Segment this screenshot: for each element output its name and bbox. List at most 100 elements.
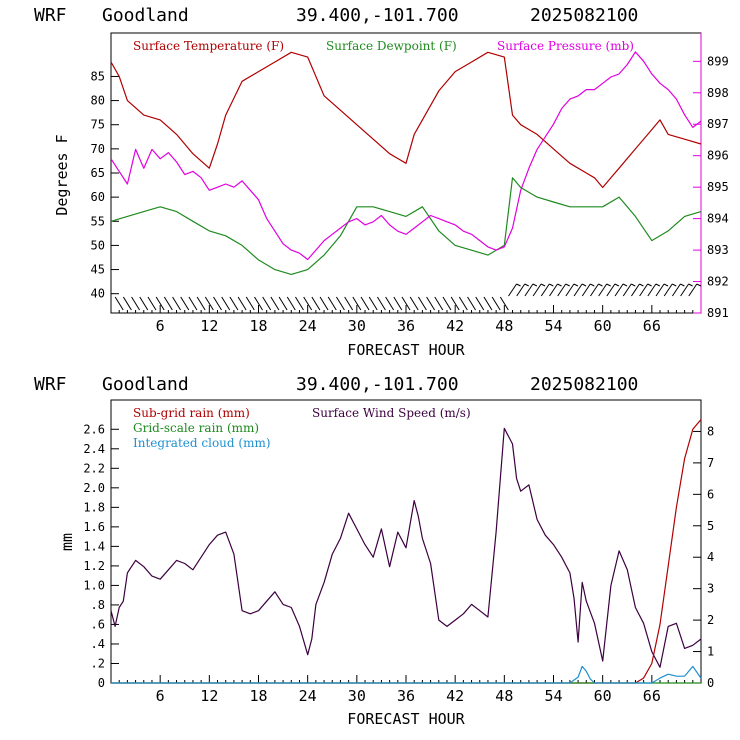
wind-barb (352, 296, 362, 311)
top-y-tick-label: 40 (91, 287, 105, 301)
wind-barb (622, 283, 632, 297)
wind-barb-flag (622, 283, 628, 287)
top-x-tick-label: 6 (156, 317, 165, 335)
top-x-tick-label: 48 (495, 317, 513, 335)
wind-barb-flag (573, 283, 579, 287)
wind-barb (114, 296, 124, 311)
wind-barb-flag (680, 283, 685, 287)
top-y-tick-label: 55 (91, 214, 105, 228)
wind-barb (385, 296, 395, 311)
wind-barb-flag (639, 283, 644, 287)
wind-barb (426, 296, 436, 311)
bottom-x-tick-label: 6 (156, 687, 165, 705)
wind-barb (499, 296, 509, 311)
wind-barb (393, 296, 403, 311)
wind-barb (131, 296, 141, 311)
top-x-tick-label: 30 (348, 317, 366, 335)
bottom-x-tick-label: 60 (594, 687, 612, 705)
bottom-y-tick-label: .4 (91, 637, 105, 651)
bottom-y-axis-label: mm (58, 533, 76, 551)
wind-barb-flag (516, 283, 521, 287)
bottom-x-axis-label: FORECAST HOUR (347, 710, 465, 728)
wind-barb (516, 283, 526, 297)
wind-barb (147, 296, 157, 311)
wind-barb (376, 296, 386, 311)
wind-barb-flag (655, 283, 661, 287)
bottom-y2-tick-label: 0 (707, 676, 714, 690)
legend-integrated-cloud: Integrated cloud (mm) (133, 436, 271, 450)
wind-barb (327, 296, 337, 311)
top-header-model: WRF (34, 5, 67, 26)
bottom-x-tick-label: 12 (200, 687, 218, 705)
bottom-y2-tick-label: 6 (707, 487, 714, 501)
wind-barb (262, 296, 272, 311)
top-y2-tick-label: 894 (707, 212, 729, 226)
wind-barb-flag (557, 283, 562, 287)
top-plot-frame (110, 32, 702, 314)
wind-barb (467, 296, 476, 311)
bottom-x-tick-label: 42 (446, 687, 464, 705)
wind-barb (590, 283, 599, 297)
wind-barb (401, 296, 411, 311)
top-y-tick-label: 65 (91, 166, 105, 180)
bottom-x-tick-label: 18 (249, 687, 267, 705)
wind-barb (606, 283, 616, 297)
wind-barb (680, 283, 690, 297)
top-header-run: 2025082100 (530, 5, 638, 26)
top-x-axis-label: FORECAST HOUR (347, 341, 465, 359)
wind-barb (172, 296, 181, 311)
top-header: WRF Goodland 39.400,-101.700 2025082100 (34, 5, 638, 26)
bottom-y-tick-label: 2.6 (83, 422, 105, 436)
bottom-series (110, 419, 702, 684)
wind-barb-flag (606, 283, 611, 287)
bottom-ticks: 6 12 18 24 30 36 42 48 54 60 660.2.4.6.81.01.21.41… (83, 422, 714, 705)
top-y2-tick-label: 896 (707, 149, 729, 163)
top-series (110, 51, 702, 275)
bottom-header: WRF Goodland 39.400,-101.700 2025082100 (34, 374, 638, 395)
wind-barb-flag (581, 283, 587, 287)
bottom-y-tick-label: 2.4 (83, 442, 105, 456)
wind-barb (360, 296, 370, 311)
wind-barb-flag (540, 283, 546, 287)
bottom-y-tick-label: 2.2 (83, 461, 105, 475)
wind-barb (204, 296, 214, 311)
wind-barb (540, 283, 550, 297)
wind-barb (278, 296, 288, 311)
top-y-tick-label: 70 (91, 142, 105, 156)
wind-barb (295, 296, 304, 311)
top-y2-tick-label: 893 (707, 243, 729, 257)
bottom-x-tick-label: 48 (495, 687, 513, 705)
bottom-y-tick-label: 1.6 (83, 520, 105, 534)
bottom-y-tick-label: 2.0 (83, 481, 105, 495)
wind-barb (647, 283, 657, 297)
legend-grid-scale-rain: Grid-scale rain (mm) (133, 421, 259, 435)
bottom-y-tick-label: .2 (91, 656, 105, 670)
wind-barb-flag (671, 283, 677, 287)
top-y2-tick-label: 899 (707, 54, 729, 68)
bottom-y-tick-label: .8 (91, 598, 105, 612)
wind-barb (254, 296, 263, 311)
wind-barb (303, 296, 313, 311)
legend-subgrid-rain: Sub-grid rain (mm) (133, 406, 250, 420)
top-ticks: 6 12 18 24 30 36 42 48 54 60 66 40 45 50 55 60 65 70 75 80 8… (91, 33, 729, 335)
wind-barb (196, 296, 206, 311)
wind-barb (245, 296, 255, 311)
top-x-tick-label: 54 (544, 317, 562, 335)
top-y-axis-label: Degrees F (53, 134, 71, 215)
top-y-tick-label: 45 (91, 263, 105, 277)
bottom-x-tick-label: 66 (643, 687, 661, 705)
bottom-header-run: 2025082100 (530, 374, 638, 395)
surface-wind-speed-line (110, 427, 702, 668)
top-x-tick-label: 24 (299, 317, 317, 335)
sub-grid-rain-line (111, 419, 702, 684)
wind-barb (237, 296, 247, 311)
bottom-x-tick-label: 54 (544, 687, 562, 705)
top-y-tick-label: 75 (91, 118, 105, 132)
bottom-x-tick-label: 36 (397, 687, 415, 705)
wind-barb (286, 296, 296, 311)
wind-barb (163, 296, 173, 311)
legend-surface-dewpoint: Surface Dewpoint (F) (326, 39, 457, 53)
wind-barbs (114, 283, 702, 311)
wind-barb (434, 296, 444, 311)
